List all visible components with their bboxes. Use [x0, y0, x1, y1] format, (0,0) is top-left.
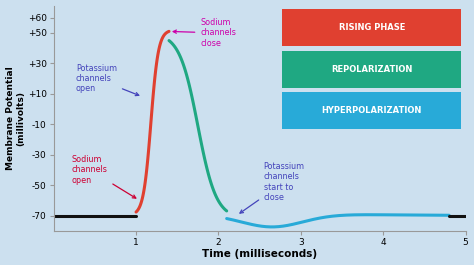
Text: Potassium
channels
start to
close: Potassium channels start to close — [240, 162, 305, 213]
FancyBboxPatch shape — [283, 92, 462, 129]
FancyBboxPatch shape — [283, 9, 462, 46]
Text: REPOLARIZATION: REPOLARIZATION — [331, 65, 412, 74]
Text: Sodium
channels
open: Sodium channels open — [72, 155, 136, 198]
Text: Potassium
channels
open: Potassium channels open — [76, 64, 139, 96]
FancyBboxPatch shape — [283, 51, 462, 88]
Y-axis label: Membrane Potential
(millivolts): Membrane Potential (millivolts) — [6, 66, 25, 170]
Text: RISING PHASE: RISING PHASE — [339, 23, 405, 32]
X-axis label: Time (milliseconds): Time (milliseconds) — [202, 249, 317, 259]
Text: HYPERPOLARIZATION: HYPERPOLARIZATION — [322, 106, 422, 115]
Text: Sodium
channels
close: Sodium channels close — [173, 18, 236, 48]
